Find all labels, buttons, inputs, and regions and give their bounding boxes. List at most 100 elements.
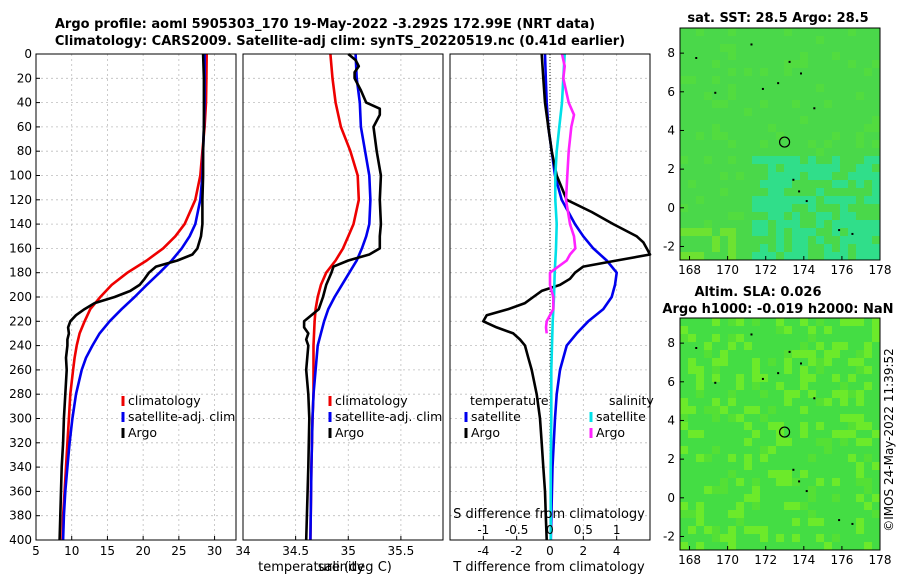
sla-map-ytick-label: 4 [667, 413, 675, 427]
sla-map-cell [752, 430, 760, 438]
sla-map-cell [688, 334, 696, 342]
sst-map-cell [800, 52, 808, 60]
sst-map-cell [712, 244, 720, 252]
temperature-ytick-label: 0 [24, 47, 32, 61]
sla-map-cell [728, 390, 736, 398]
sla-map-cell [848, 374, 856, 382]
sla-map-cell [816, 534, 824, 542]
sst-map-cell [824, 212, 832, 220]
sla-map-cell [696, 510, 704, 518]
sst-map-cell [728, 236, 736, 244]
sst-map-cell [872, 188, 880, 196]
sst-map-cell [776, 244, 784, 252]
sla-map-cell [688, 430, 696, 438]
sla-map-cell [736, 414, 744, 422]
sst-map-cell [872, 252, 880, 260]
sla-map-xtick-label: 178 [869, 553, 892, 567]
sst-map-cell [696, 252, 704, 260]
sla-map-cell [856, 526, 864, 534]
map-group: 168 170 172 174 176 178 -2 0 2 4 6 8 168 170 172 174 176… [663, 27, 892, 567]
sla-map-cell [872, 318, 880, 326]
sla-map-cell [752, 478, 760, 486]
sla-map-cell [800, 374, 808, 382]
sst-map-cell [824, 100, 832, 108]
sst-map-cell [736, 172, 744, 180]
temperature-ytick-label: 120 [9, 193, 32, 207]
sst-map-cell [856, 92, 864, 100]
sst-map-island [761, 87, 764, 90]
sst-map-xtick-label: 170 [716, 263, 739, 277]
sla-map-cell [728, 510, 736, 518]
sst-map-island [813, 107, 816, 110]
sst-map-cell [712, 236, 720, 244]
sst-map-cell [720, 100, 728, 108]
sla-map-cell [752, 494, 760, 502]
sst-map-cell [792, 228, 800, 236]
sst-map-cell [784, 60, 792, 68]
salinity-xtick-label: 35.5 [388, 544, 415, 558]
sst-map-cell [800, 196, 808, 204]
sst-map-island [851, 232, 854, 235]
sla-map-cell [744, 454, 752, 462]
figure-title-line1: Argo profile: aoml 5905303_170 19-May-20… [55, 17, 595, 32]
sla-map-cell [864, 438, 872, 446]
sla-map-cell [864, 478, 872, 486]
sla-map-cell [824, 398, 832, 406]
diff-legend-header-salinity: salinity [609, 393, 654, 408]
sla-map-title2: Argo h1000: -0.019 h2000: NaN [662, 302, 893, 317]
sst-map-cell [856, 252, 864, 260]
sla-map-cell [848, 318, 856, 326]
sst-map-cell [856, 132, 864, 140]
sla-map-cell [848, 430, 856, 438]
sst-map-cell [848, 212, 856, 220]
salinity-xtick-label: 34.5 [282, 544, 309, 558]
temperature-series-1 [61, 54, 206, 541]
sst-map-cell [832, 52, 840, 60]
sla-map-cell [752, 358, 760, 366]
sla-map-cell [760, 446, 768, 454]
sst-map-cell [792, 60, 800, 68]
sla-map-cell [720, 350, 728, 358]
sst-map-cell [728, 228, 736, 236]
sst-map-cell [800, 244, 808, 252]
sla-map-cell [736, 382, 744, 390]
sst-map-cell [824, 196, 832, 204]
sla-map-cell [784, 390, 792, 398]
sst-map-cell [856, 172, 864, 180]
diff-legend-t-argo-label: Argo [471, 425, 500, 440]
salinity-xtick-label: 35 [341, 544, 356, 558]
sla-map-cell [704, 454, 712, 462]
sla-map-cell [720, 406, 728, 414]
sst-map-cell [816, 164, 824, 172]
sla-map-cell [712, 446, 720, 454]
sla-map-cell [840, 430, 848, 438]
sla-map-cell [848, 358, 856, 366]
sla-map-cell [872, 510, 880, 518]
sst-map-cell [752, 204, 760, 212]
sla-map-cell [736, 374, 744, 382]
sla-map-title: Altim. SLA: 0.026 [695, 285, 822, 300]
sla-map-cell [792, 534, 800, 542]
sla-map-cell [856, 358, 864, 366]
sst-map-ytick-label: -2 [663, 239, 675, 253]
sla-map-cell [712, 374, 720, 382]
sla-map-frame [679, 317, 881, 551]
sst-map-cell [712, 60, 720, 68]
sla-map-island [800, 362, 802, 365]
sla-map-cell [776, 478, 784, 486]
sst-map-cell [728, 212, 736, 220]
sla-map-cell [800, 502, 808, 510]
temperature-ytick-label: 80 [17, 144, 32, 158]
sst-map-cell [792, 172, 800, 180]
sst-map-cell [856, 180, 864, 188]
sdiff-xtick-label: 1 [613, 523, 621, 537]
sla-map-cell [712, 318, 720, 326]
sla-map-cell [872, 334, 880, 342]
sla-map-cell [736, 478, 744, 486]
temperature-series-2 [58, 53, 206, 541]
sst-map-cell [760, 68, 768, 76]
sla-map-cell [744, 342, 752, 350]
sst-map-cell [768, 172, 776, 180]
sst-map-xtick-label: 168 [678, 263, 701, 277]
sst-map-cell [872, 60, 880, 68]
